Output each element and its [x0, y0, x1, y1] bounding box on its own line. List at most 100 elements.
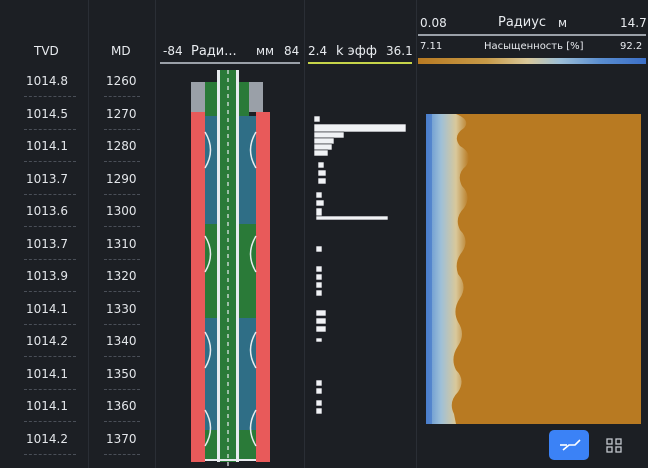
keff-block: [315, 207, 323, 217]
row-divider: [24, 453, 76, 455]
separator: [304, 0, 305, 468]
row-divider: [104, 226, 140, 227]
md-value: 1320: [106, 269, 137, 283]
tvd-value: 1014.1: [26, 301, 68, 316]
row-divider: [104, 258, 140, 260]
keff-track-header[interactable]: 2.4 k эфф 36.1: [306, 44, 414, 66]
keff-block: [317, 169, 327, 177]
keff-block: [315, 309, 327, 317]
curve-icon: [560, 439, 581, 451]
saturation-heatmap: [426, 114, 641, 424]
keff-label: k эфф: [336, 44, 378, 59]
saturation-label: Насыщенность [%]: [484, 41, 584, 52]
keff-block: [313, 115, 321, 123]
row-divider: [24, 323, 76, 325]
saturation-colorbar: [418, 58, 646, 64]
saturation-min: 7.11: [420, 41, 443, 52]
md-header[interactable]: MD: [111, 44, 131, 58]
wellhead-right: [249, 82, 263, 112]
keff-block: [315, 199, 325, 207]
casing-right: [256, 112, 270, 462]
separator: [88, 0, 89, 468]
tvd-value: 1013.9: [26, 269, 68, 283]
radius-axis-label: Радиус: [498, 15, 547, 30]
keff-block: [315, 407, 323, 415]
md-value: 1270: [106, 106, 137, 121]
row-divider: [24, 421, 76, 422]
radius-track-header[interactable]: -84 Ради... мм 84: [158, 44, 304, 66]
row-divider: [24, 96, 76, 97]
tvd-value: 1014.1: [26, 366, 68, 381]
radius-unit: мм: [256, 44, 275, 58]
keff-block: [317, 161, 325, 169]
keff-block: [315, 337, 323, 343]
separator: [416, 0, 417, 468]
keff-block: [315, 399, 323, 407]
keff-block: [315, 325, 327, 333]
keff-block: [315, 317, 327, 325]
row-divider: [24, 193, 76, 195]
tvd-value: 1014.2: [26, 334, 68, 348]
casing-left: [191, 112, 205, 462]
md-value: 1340: [106, 334, 137, 348]
keff-block: [315, 245, 323, 253]
radius-axis-header[interactable]: 0.08 Радиус м 14.7 7.11 Насыщенность [%]…: [418, 8, 648, 68]
radius-min: -84: [163, 44, 183, 58]
keff-block: [315, 289, 323, 297]
tubing-left: [217, 70, 220, 462]
line-view-button[interactable]: [549, 430, 589, 460]
keff-block: [313, 137, 335, 145]
keff-block: [315, 215, 389, 221]
row-divider: [104, 421, 140, 422]
keff-block: [315, 379, 323, 387]
perforations: [204, 131, 257, 447]
tvd-header[interactable]: TVD: [34, 44, 59, 58]
view-toggle: [549, 430, 633, 460]
keff-block: [315, 265, 323, 273]
tvd-value: 1013.7: [26, 236, 68, 251]
md-value: 1300: [106, 204, 137, 218]
md-value: 1350: [106, 366, 137, 381]
keff-block: [317, 177, 327, 185]
row-divider: [104, 96, 140, 97]
keff-max: 36.1: [386, 44, 413, 58]
row-divider: [104, 453, 140, 455]
keff-block: [315, 273, 323, 281]
md-value: 1260: [106, 74, 137, 88]
row-divider: [104, 356, 140, 357]
keff-block: [313, 123, 407, 133]
keff-block: [313, 131, 345, 139]
keff-block: [315, 191, 323, 199]
well-schematic: [191, 70, 270, 468]
md-value: 1360: [106, 399, 137, 413]
tvd-value: 1014.2: [26, 431, 68, 446]
radius-axis-max: 14.7: [620, 16, 647, 30]
tvd-value: 1014.5: [26, 106, 68, 121]
tvd-value: 1013.6: [26, 204, 68, 218]
md-value: 1310: [106, 236, 137, 251]
keff-underline: [308, 62, 412, 64]
saturation-front: [426, 114, 469, 424]
keff-log: [313, 115, 407, 415]
grid-view-button[interactable]: [595, 430, 633, 460]
radius-label: Ради...: [191, 44, 237, 59]
row-divider: [24, 291, 76, 292]
radius-axis-min: 0.08: [420, 16, 447, 30]
row-divider: [104, 128, 140, 130]
keff-block: [315, 281, 323, 289]
md-value: 1330: [106, 301, 137, 316]
md-value: 1290: [106, 171, 137, 186]
row-divider: [24, 356, 76, 357]
tvd-value: 1013.7: [26, 171, 68, 186]
row-divider: [24, 388, 76, 390]
md-value: 1370: [106, 431, 137, 446]
keff-block: [313, 149, 329, 157]
wellhead-left: [191, 82, 205, 112]
row-divider: [24, 161, 76, 162]
saturation-max: 92.2: [620, 41, 643, 52]
row-divider: [104, 161, 140, 162]
radius-max: 84: [284, 44, 300, 58]
row-divider: [24, 226, 76, 227]
tvd-value: 1014.8: [26, 74, 68, 88]
radius-axis-unit: м: [558, 16, 568, 30]
